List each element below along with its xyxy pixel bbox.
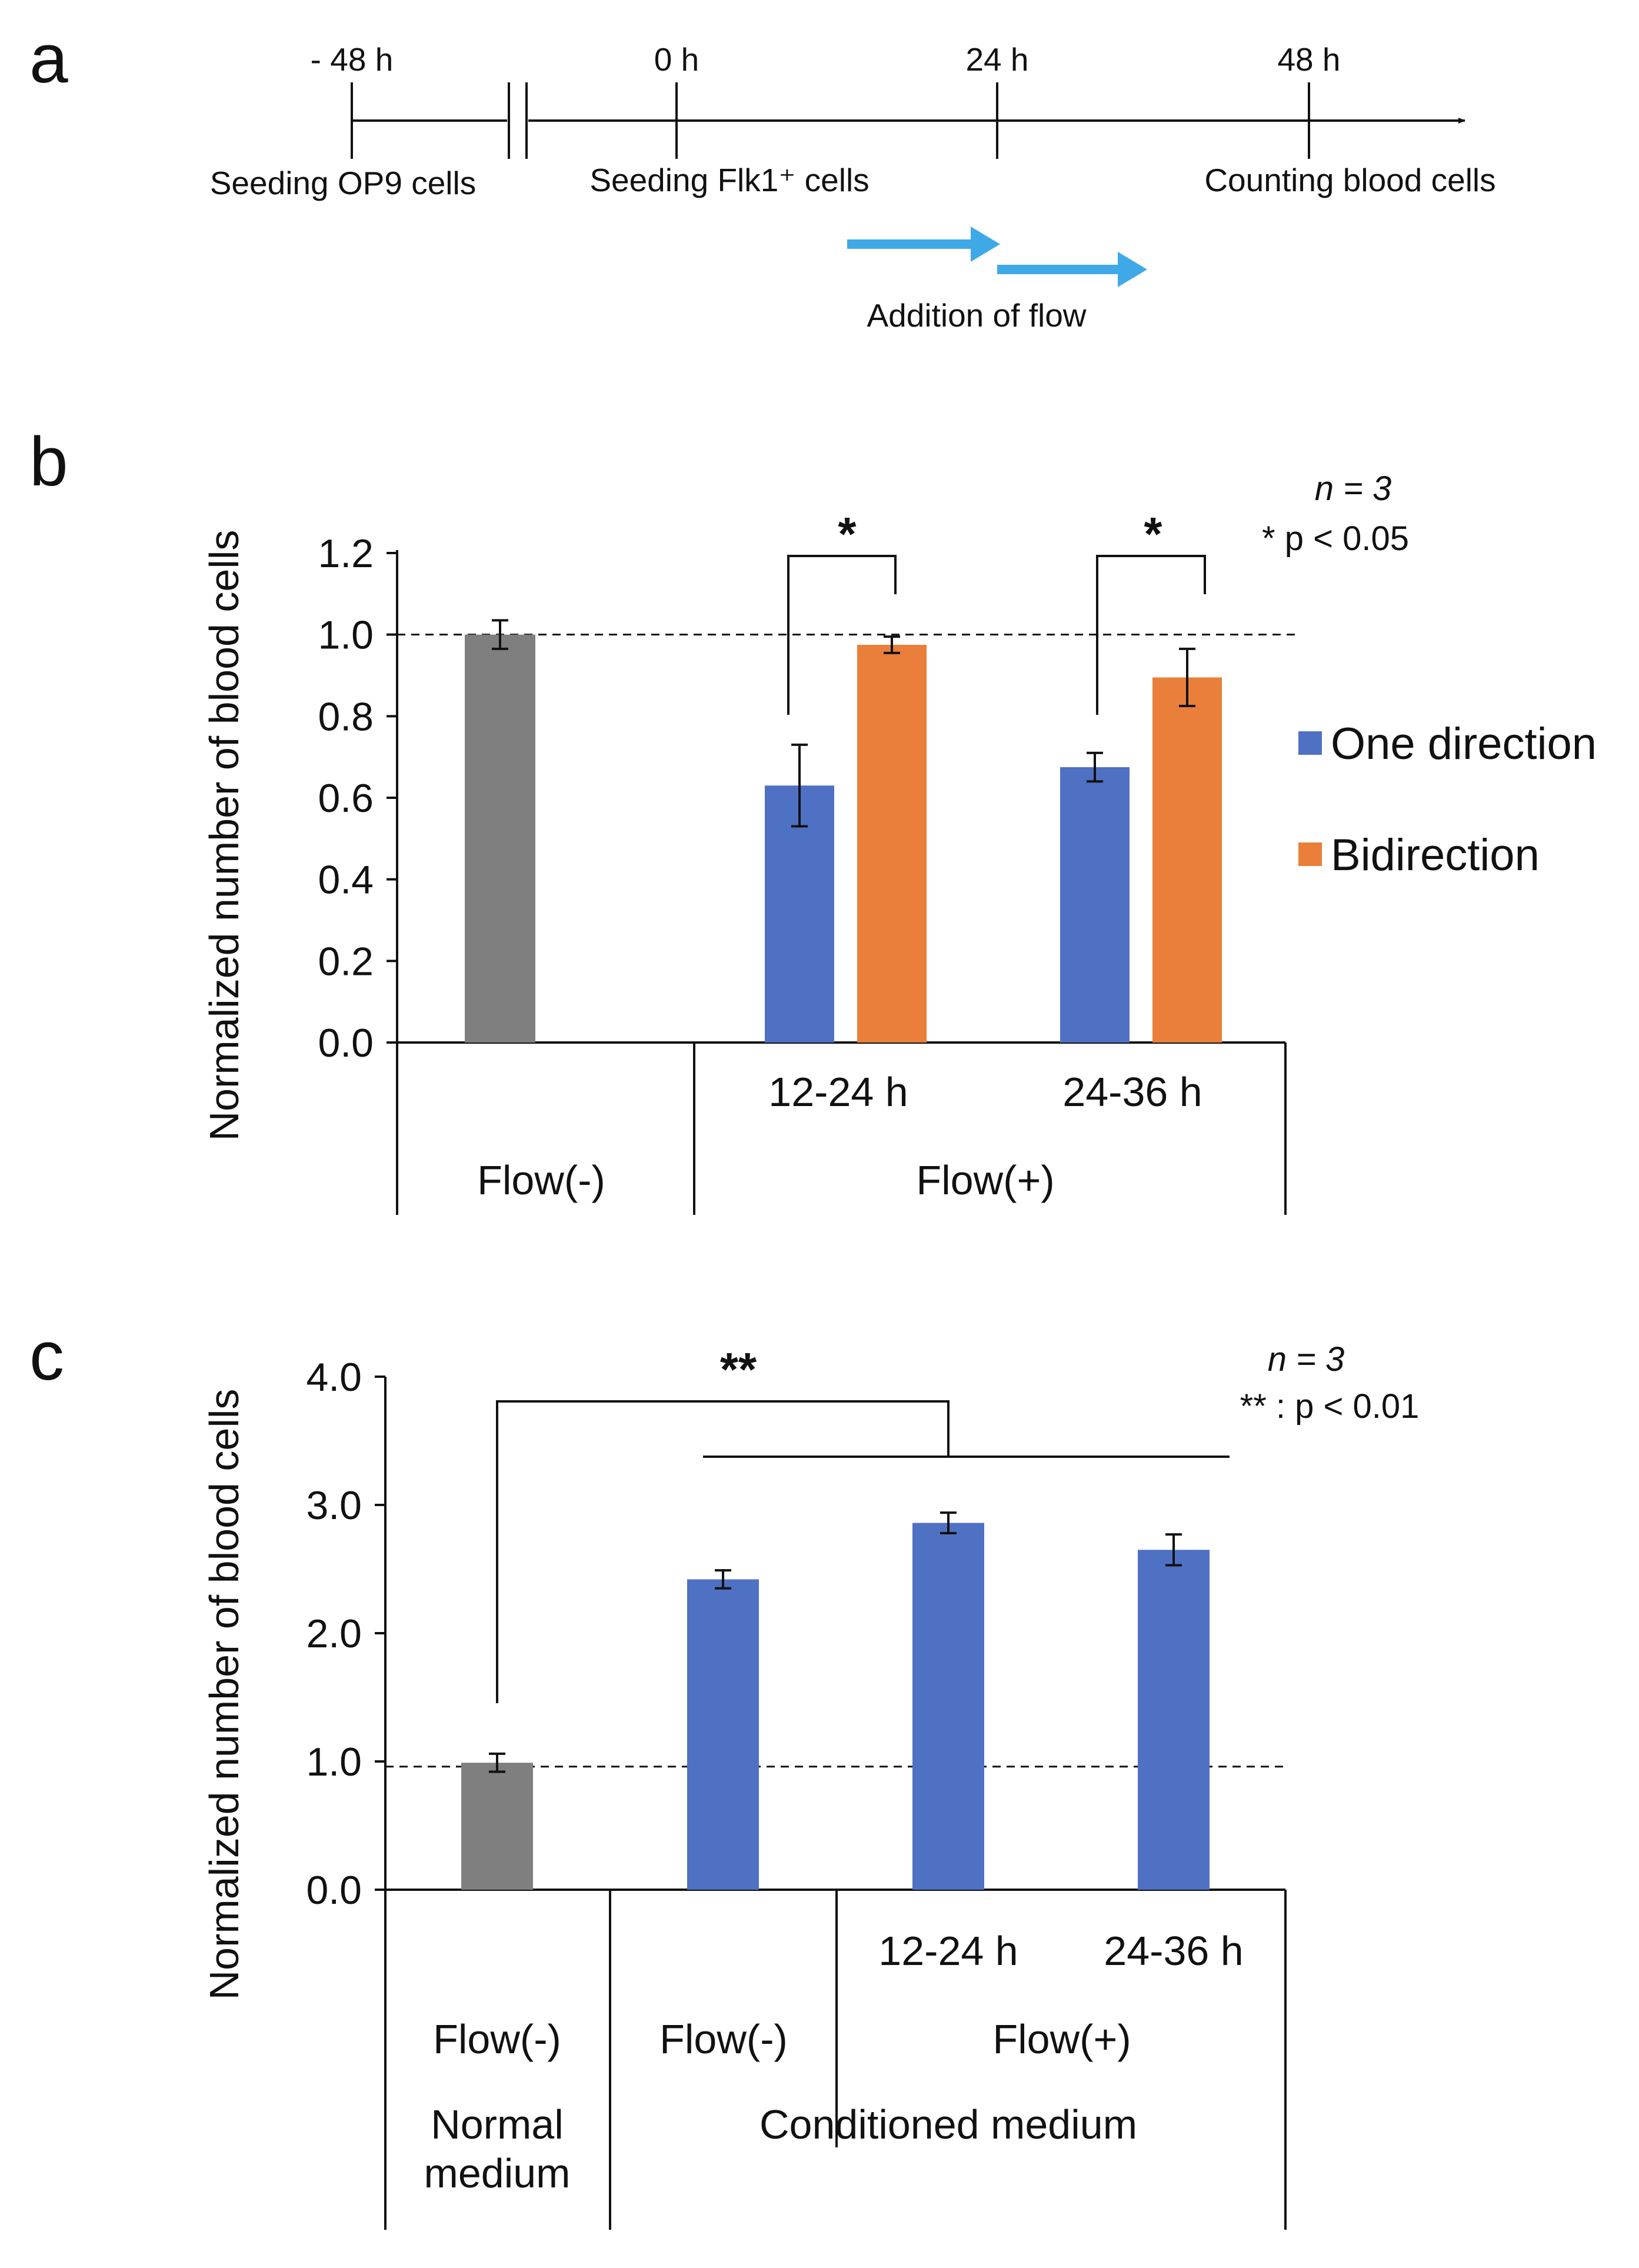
label-48h: 48 h	[1277, 41, 1340, 78]
bar-24-36h-bidirection	[1152, 677, 1222, 1043]
bar-normal-flow-minus	[461, 1763, 533, 1890]
panel-c-conditioned-flow-minus: Flow(-)	[659, 2016, 788, 2062]
panel-b-ytick-label: 1.2	[318, 531, 374, 576]
panel-b-group-flow-plus: Flow(+)	[916, 1157, 1054, 1203]
panel-b-group-flow-minus: Flow(-)	[477, 1157, 605, 1203]
panel-a-letter: a	[29, 20, 68, 98]
legend-swatch-bidirection	[1298, 842, 1322, 866]
panel-c: c Normalized number of blood cells 0.0 1.…	[29, 1317, 1419, 2230]
panel-b-cat-12-24h: 12-24 h	[768, 1069, 908, 1115]
panel-c-ytick-label: 1.0	[306, 1740, 362, 1784]
label-minus48h: - 48 h	[311, 41, 394, 78]
panel-b-letter: b	[29, 423, 68, 501]
legend-one-direction: One direction	[1331, 719, 1597, 769]
panel-c-ytick-label: 0.0	[306, 1868, 362, 1913]
panel-b: b Normalized number of blood cells 0.00.…	[29, 423, 1597, 1215]
panel-c-y-ticks: 0.0 1.0 2.0 3.0 4.0	[306, 1355, 385, 1913]
bar-conditioned-12-24h	[912, 1523, 984, 1890]
panel-c-cat-12-24h: 12-24 h	[878, 1928, 1018, 1974]
panel-c-ytick-label: 3.0	[306, 1483, 362, 1528]
panel-c-ytick-label: 2.0	[306, 1611, 362, 1656]
bar-12-24h-one-direction	[765, 785, 834, 1043]
label-24h: 24 h	[965, 41, 1028, 78]
flow-arrow-2-head	[1118, 252, 1147, 287]
bar-conditioned-flow-minus	[687, 1579, 759, 1890]
panel-b-ytick-label: 0.6	[318, 776, 374, 821]
sig-stars-c: **	[720, 1343, 757, 1396]
sig-star-24-36h: *	[1144, 508, 1162, 560]
panel-c-error-bars	[489, 1511, 1182, 1773]
panel-c-conditioned-medium: Conditioned medium	[759, 2102, 1137, 2147]
bar-24-36h-one-direction	[1060, 767, 1130, 1043]
panel-b-n: n = 3	[1315, 469, 1392, 508]
panel-c-letter: c	[29, 1317, 64, 1395]
bar-12-24h-bidirection	[857, 645, 927, 1043]
panel-c-normal-flow-minus: Flow(-)	[433, 2016, 561, 2062]
panel-b-y-ticks: 0.0 0.2 0.4 0.6 0.8 1.0 1.2	[318, 531, 397, 1065]
sig-star-12-24h: *	[838, 508, 857, 560]
panel-b-p: * p < 0.05	[1262, 519, 1409, 558]
panel-c-cat-24-36h: 24-36 h	[1104, 1928, 1243, 1974]
legend-swatch-one-direction	[1298, 731, 1322, 755]
panel-b-ytick-label: 0.0	[318, 1021, 374, 1065]
panel-c-ylabel: Normalized number of blood cells	[201, 1389, 247, 2000]
sig-bracket-main	[496, 1400, 950, 1703]
label-0h: 0 h	[654, 41, 699, 78]
addition-of-flow-label: Addition of flow	[867, 297, 1087, 334]
panel-b-ytick-label: 0.8	[318, 694, 374, 739]
panel-c-n: n = 3	[1268, 1340, 1345, 1378]
panel-c-normal-line1: Normal	[431, 2102, 564, 2147]
flow-arrow-1-head	[971, 227, 1000, 262]
panel-c-flow-plus: Flow(+)	[992, 2016, 1131, 2062]
panel-c-normal-line2: medium	[424, 2150, 571, 2196]
panel-b-error-bars	[492, 619, 1195, 828]
legend-bidirection: Bidirection	[1331, 830, 1540, 880]
sig-bracket-12-24h	[787, 555, 897, 715]
panel-b-ytick-label: 1.0	[318, 613, 374, 658]
bar-flow-minus	[465, 634, 535, 1043]
sig-bracket-24-36h	[1096, 555, 1206, 715]
panel-c-ytick-label: 4.0	[306, 1355, 362, 1400]
bar-conditioned-24-36h	[1138, 1550, 1210, 1890]
event-seeding-op9: Seeding OP9 cells	[210, 165, 477, 201]
panel-b-ytick-label: 0.4	[318, 858, 374, 902]
panel-b-ylabel: Normalized number of blood cells	[201, 530, 247, 1141]
panel-b-cat-24-36h: 24-36 h	[1062, 1069, 1202, 1115]
event-seeding-flk1: Seeding Flk1⁺ cells	[589, 162, 869, 198]
panel-b-ytick-label: 0.2	[318, 939, 374, 984]
panel-c-p: ** : p < 0.01	[1240, 1387, 1420, 1426]
panel-a: a - 48 h 0 h 24 h 48 h Seeding OP9 cells…	[29, 20, 1496, 334]
event-counting: Counting blood cells	[1204, 162, 1495, 198]
